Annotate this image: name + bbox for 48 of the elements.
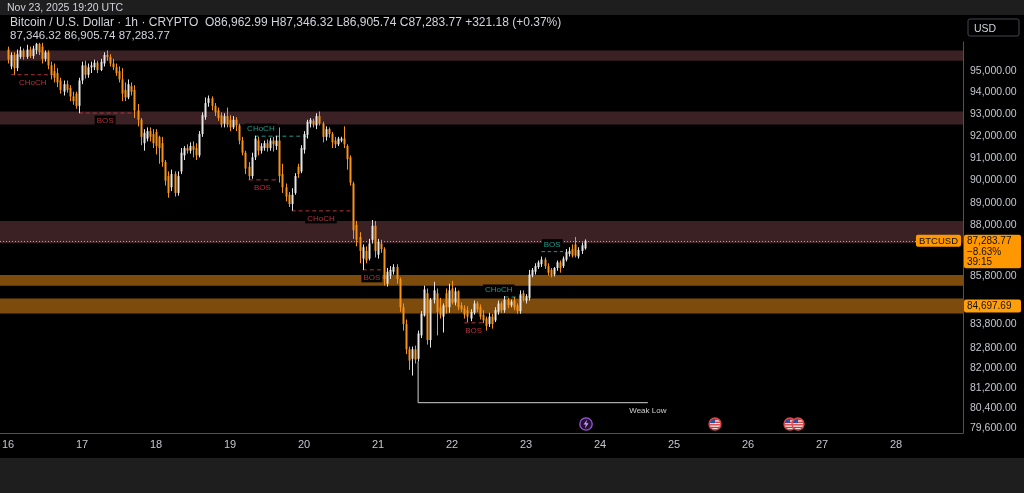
x-tick-label: 23 — [519, 438, 533, 450]
y-tick-label: 93,000.00 — [970, 106, 1017, 119]
x-tick-label: 16 — [1, 438, 15, 450]
y-tick-label: 82,800.00 — [970, 341, 1017, 354]
text: −8.63% — [967, 245, 1002, 257]
series-label: CHoCH — [247, 124, 275, 134]
x-tick-label: 27 — [815, 438, 829, 450]
x-tick-label: 26 — [741, 438, 755, 450]
y-tick-label: 94,000.00 — [970, 85, 1017, 98]
y-tick-label: 91,000.00 — [970, 150, 1017, 163]
x-tick-label: 18 — [149, 438, 163, 450]
x-tick-label: 28 — [889, 438, 903, 450]
x-tick-label: 22 — [445, 438, 459, 450]
series-label: Weak Low — [629, 405, 667, 415]
chart-title: Bitcoin / U.S. Dollar · 1h · CRYPTO — [10, 15, 199, 29]
series-label: BOS — [363, 272, 381, 282]
series-label: CHoCH — [484, 285, 513, 295]
text: 87,283.77 — [967, 235, 1012, 247]
y-tick-label: 89,000.00 — [970, 195, 1017, 208]
series-label: CHoCH — [307, 213, 335, 223]
text: Nov 23, 2025 19:20 UTC — [7, 1, 124, 13]
x-tick-label: 20 — [297, 438, 311, 450]
x-tick-label: 19 — [223, 438, 237, 450]
y-tick-label: 82,000.00 — [970, 360, 1017, 373]
y-axis-title: USD — [974, 21, 997, 34]
y-tick-label: 80,400.00 — [970, 400, 1017, 413]
x-tick-label: 24 — [593, 438, 607, 450]
series-label: BOS — [253, 182, 271, 192]
text: 87,346.32 86,905.74 87,283.77 — [10, 29, 170, 41]
y-tick-label: 83,800.00 — [970, 317, 1017, 330]
series-label: BOS — [465, 325, 483, 335]
x-tick-label: 21 — [371, 438, 385, 450]
y-tick-label: 81,200.00 — [970, 380, 1017, 393]
series-label: BOS — [96, 116, 114, 126]
band-label: 84,697.69 — [967, 300, 1012, 312]
y-tick-label: 95,000.00 — [970, 63, 1017, 76]
x-tick-label: 25 — [667, 438, 681, 450]
y-tick-label: 88,000.00 — [970, 218, 1017, 231]
y-tick-label: 79,600.00 — [970, 420, 1017, 433]
y-tick-label: 92,000.00 — [970, 128, 1017, 141]
y-tick-label: 90,000.00 — [970, 173, 1017, 186]
ref-line-label: BTCUSD — [918, 235, 959, 247]
chart-subtitle: O86,962.99 H87,346.32 L86,905.74 C87,283.77 +321.18 (+0.37%) — [204, 15, 562, 29]
series-label: BOS — [543, 239, 561, 249]
text: 39:15 — [967, 256, 993, 268]
series-label: CHoCH — [18, 77, 47, 87]
y-tick-label: 85,800.00 — [970, 269, 1017, 282]
x-tick-label: 17 — [75, 438, 89, 450]
